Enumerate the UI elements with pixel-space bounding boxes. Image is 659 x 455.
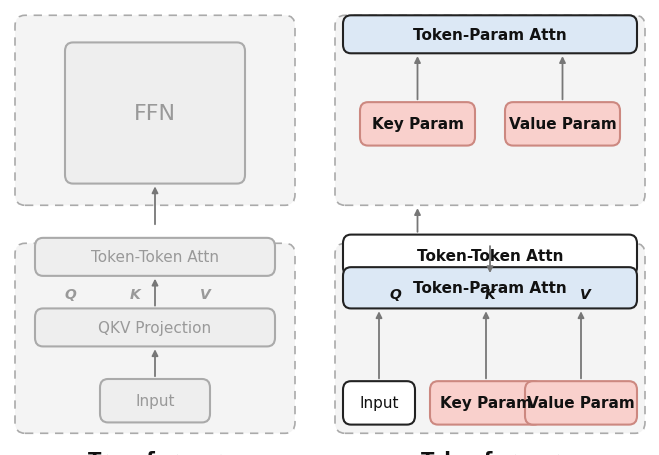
FancyBboxPatch shape [65, 43, 245, 184]
FancyBboxPatch shape [360, 103, 475, 146]
Text: Token-Param Attn: Token-Param Attn [413, 28, 567, 43]
Text: QKV Projection: QKV Projection [98, 320, 212, 335]
FancyBboxPatch shape [505, 103, 620, 146]
FancyBboxPatch shape [15, 244, 295, 433]
Text: Token-Param Attn: Token-Param Attn [413, 281, 567, 296]
Text: K: K [130, 288, 140, 302]
Text: Token-Token Attn: Token-Token Attn [91, 250, 219, 265]
FancyBboxPatch shape [343, 268, 637, 309]
Text: Transformer: Transformer [88, 450, 222, 455]
FancyBboxPatch shape [100, 379, 210, 423]
Text: Q: Q [64, 288, 76, 302]
FancyBboxPatch shape [335, 16, 645, 206]
FancyBboxPatch shape [335, 244, 645, 433]
FancyBboxPatch shape [35, 238, 275, 276]
Text: V: V [200, 288, 210, 302]
Text: Q: Q [389, 288, 401, 302]
FancyBboxPatch shape [525, 381, 637, 425]
FancyBboxPatch shape [343, 381, 415, 425]
FancyBboxPatch shape [430, 381, 542, 425]
FancyBboxPatch shape [35, 309, 275, 347]
Text: Input: Input [359, 395, 399, 410]
Text: Tokenformer: Tokenformer [420, 450, 559, 455]
Text: Value Param: Value Param [509, 117, 616, 132]
FancyBboxPatch shape [343, 16, 637, 54]
Text: Key Param: Key Param [372, 117, 463, 132]
Text: FFN: FFN [134, 104, 176, 124]
Text: Key Param: Key Param [440, 395, 532, 410]
Text: Value Param: Value Param [527, 395, 635, 410]
Text: K: K [484, 288, 496, 302]
Text: Token-Token Attn: Token-Token Attn [416, 248, 563, 263]
FancyBboxPatch shape [343, 235, 637, 276]
FancyBboxPatch shape [15, 16, 295, 206]
Text: Input: Input [135, 394, 175, 408]
Text: V: V [580, 288, 590, 302]
